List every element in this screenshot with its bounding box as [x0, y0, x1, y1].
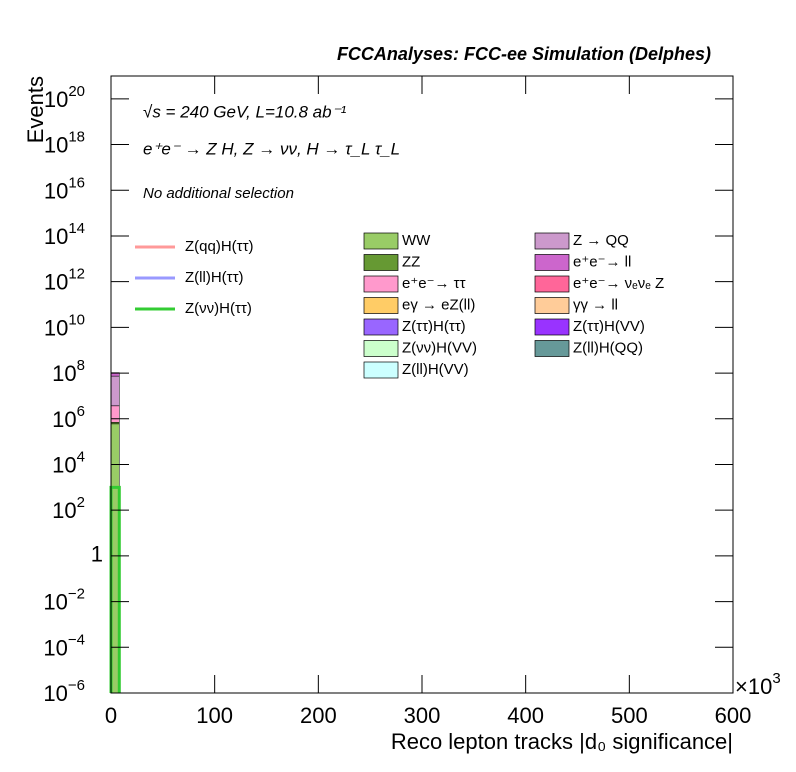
tick-exp: 18	[68, 129, 85, 146]
tick-base: 10	[43, 635, 67, 660]
tick-base: 10	[44, 269, 68, 294]
legend-swatch	[534, 297, 570, 314]
x-tick-label: 400	[507, 703, 544, 728]
legend-swatch	[534, 340, 570, 357]
legend-swatch	[363, 340, 399, 357]
tick-base: 10	[43, 681, 67, 706]
x-tick-label: 300	[404, 703, 441, 728]
y-tick-label: 10−4	[43, 631, 85, 660]
y-tick-label: 1012	[44, 266, 85, 295]
y-tick-label: 1020	[44, 83, 85, 112]
tick-exp: 20	[68, 83, 85, 100]
legend-swatch	[534, 275, 570, 293]
tick-base: 10	[44, 178, 68, 203]
legend-swatch	[363, 361, 399, 379]
tick-exp: 10	[68, 311, 85, 328]
tick-exp: 2	[77, 494, 85, 511]
tick-base: 10	[44, 224, 68, 249]
legend-label: Z(ττ)H(VV)	[573, 318, 645, 335]
y-tick-label: 1016	[44, 174, 85, 203]
legend-label: Z → QQ	[573, 232, 629, 249]
annotation: No additional selection	[143, 185, 294, 202]
tick-base: 10	[43, 589, 67, 614]
stack-segment	[110, 405, 120, 423]
legend-swatch	[363, 318, 399, 336]
legend-label: e⁺e⁻→ ττ	[402, 275, 466, 292]
legend-label: WW	[402, 232, 431, 249]
tick-base: 10	[52, 498, 76, 523]
tick-base: 10	[52, 452, 76, 477]
y-axis-title: Events	[23, 76, 48, 143]
x-tick-label: 200	[300, 703, 337, 728]
y-tick-label: 106	[52, 403, 85, 432]
legend-label: Z(ll)H(QQ)	[573, 339, 643, 356]
tick-exp: −2	[68, 586, 85, 603]
tick-base: 10	[52, 361, 76, 386]
tick-exp: 6	[77, 403, 85, 420]
y-tick-label: 102	[52, 494, 85, 523]
legend-label: Z(ττ)H(ττ)	[402, 318, 466, 335]
y-tick-label: 108	[52, 357, 85, 386]
x-tick-label: 600	[715, 703, 752, 728]
y-tick-label: 104	[52, 448, 85, 477]
legend-label: γγ → ll	[573, 296, 618, 313]
legend-label: e⁺e⁻→ νₑνₑ Z	[573, 275, 664, 292]
x-tick-label: 0	[105, 703, 117, 728]
tick-base: 10	[44, 87, 68, 112]
legend-label: Z(νν)H(VV)	[402, 339, 477, 356]
legend-swatch	[534, 254, 570, 271]
stack-segment	[110, 375, 120, 407]
tick-exp: 14	[68, 220, 85, 237]
legend-swatch	[363, 232, 399, 250]
legend-label: Z(νν)H(ττ)	[185, 300, 252, 317]
legend-swatch	[363, 297, 399, 314]
legend-swatch	[534, 232, 570, 250]
tick-base: 10	[44, 315, 68, 340]
tick-exp: 16	[68, 174, 85, 191]
annotation: √s = 240 GeV, L=10.8 ab⁻¹	[143, 102, 347, 121]
tick-exp: −6	[68, 677, 85, 694]
tick-base: 10	[52, 407, 76, 432]
multiplier-exp: 3	[772, 670, 780, 687]
legend-label: Z(ll)H(VV)	[402, 361, 469, 378]
legend-swatch	[363, 275, 399, 293]
x-tick-label: 100	[196, 703, 233, 728]
tick-exp: 4	[77, 448, 85, 465]
chart-title: FCCAnalyses: FCC-ee Simulation (Delphes)	[337, 44, 711, 64]
y-tick-label: 10−2	[43, 586, 85, 615]
tick-exp: 12	[68, 266, 85, 283]
legend-label: ZZ	[402, 253, 420, 270]
x-axis-title: Reco lepton tracks |d₀ significance|	[391, 729, 733, 754]
y-tick-label: 10−6	[43, 677, 85, 706]
legend-label: Z(qq)H(ττ)	[185, 238, 254, 255]
multiplier-base: ×10	[735, 674, 772, 699]
legend-swatch	[363, 254, 399, 271]
legend-swatch	[534, 318, 570, 336]
tick-base: 10	[44, 132, 68, 157]
tick-exp: −4	[68, 631, 85, 648]
y-tick-label: 1018	[44, 129, 85, 158]
annotation: e⁺e⁻ → Z H, Z → νν, H → τ_L τ_L	[143, 139, 400, 158]
y-tick-label: 1	[91, 542, 103, 567]
x-tick-label: 500	[611, 703, 648, 728]
legend-label: eγ → eZ(ll)	[402, 296, 475, 313]
tick-exp: 8	[77, 357, 85, 374]
y-tick-label: 1014	[44, 220, 85, 249]
y-tick-label: 1010	[44, 311, 85, 340]
legend-label: Z(ll)H(ττ)	[185, 269, 244, 286]
legend-label: e⁺e⁻→ ll	[573, 253, 631, 270]
x-multiplier: ×103	[735, 670, 781, 699]
